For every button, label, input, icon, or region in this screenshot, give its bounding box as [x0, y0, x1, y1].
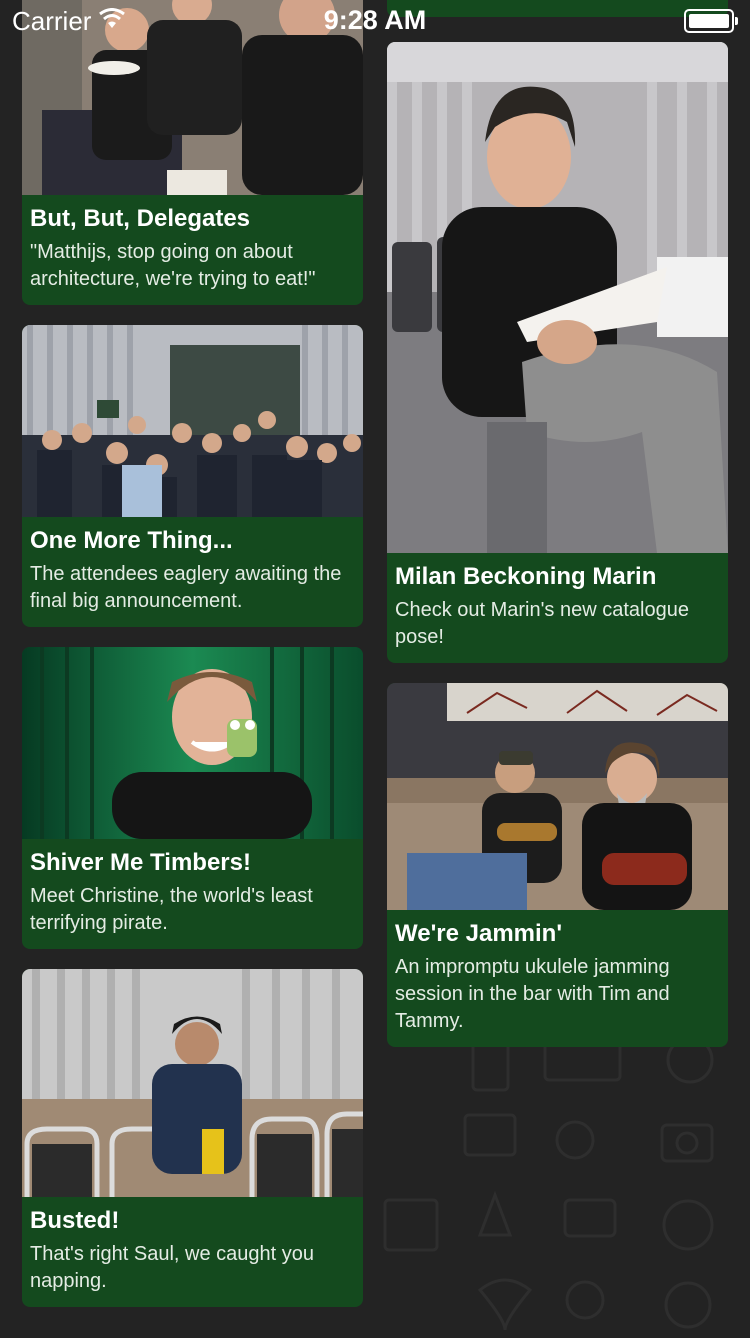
- photo-card[interactable]: But, But, Delegates "Matthijs, stop goin…: [22, 0, 363, 305]
- photo-card[interactable]: Milan Beckoning Marin Check out Marin's …: [387, 42, 728, 663]
- card-photo: [22, 647, 363, 839]
- photo-card[interactable]: Busted! That's right Saul, we caught you…: [22, 969, 363, 1307]
- status-bar: Carrier 9:28 AM: [0, 0, 750, 40]
- card-title: Shiver Me Timbers!: [30, 849, 251, 876]
- card-photo: [387, 683, 728, 910]
- card-title: We're Jammin': [395, 920, 563, 947]
- card-caption: The attendees eaglery awaiting the final…: [30, 563, 342, 612]
- photo-card-partial[interactable]: [387, 0, 728, 17]
- card-caption: "Matthijs, stop going on about architect…: [30, 241, 316, 290]
- card-caption: That's right Saul, we caught you napping…: [30, 1243, 314, 1292]
- wifi-icon: [98, 8, 126, 35]
- card-title: Busted!: [30, 1207, 120, 1234]
- card-photo: [387, 42, 728, 553]
- photo-card[interactable]: We're Jammin' An impromptu ukulele jammi…: [387, 683, 728, 1047]
- card-caption: Check out Marin's new catalogue pose!: [395, 599, 689, 648]
- card-photo: [22, 325, 363, 517]
- status-time: 9:28 AM: [323, 5, 427, 35]
- card-caption: An impromptu ukulele jamming session in …: [395, 956, 670, 1032]
- photo-card[interactable]: Shiver Me Timbers! Meet Christine, the w…: [22, 647, 363, 949]
- card-caption: Meet Christine, the world's least terrif…: [30, 885, 313, 934]
- battery-icon: [684, 9, 738, 33]
- card-title: But, But, Delegates: [30, 205, 251, 232]
- card-photo: [22, 0, 363, 195]
- carrier-label: Carrier: [12, 6, 92, 36]
- card-photo: [22, 969, 363, 1197]
- card-title: Milan Beckoning Marin: [395, 563, 657, 590]
- card-title: One More Thing...: [30, 527, 233, 554]
- photo-card[interactable]: One More Thing... The attendees eaglery …: [22, 325, 363, 627]
